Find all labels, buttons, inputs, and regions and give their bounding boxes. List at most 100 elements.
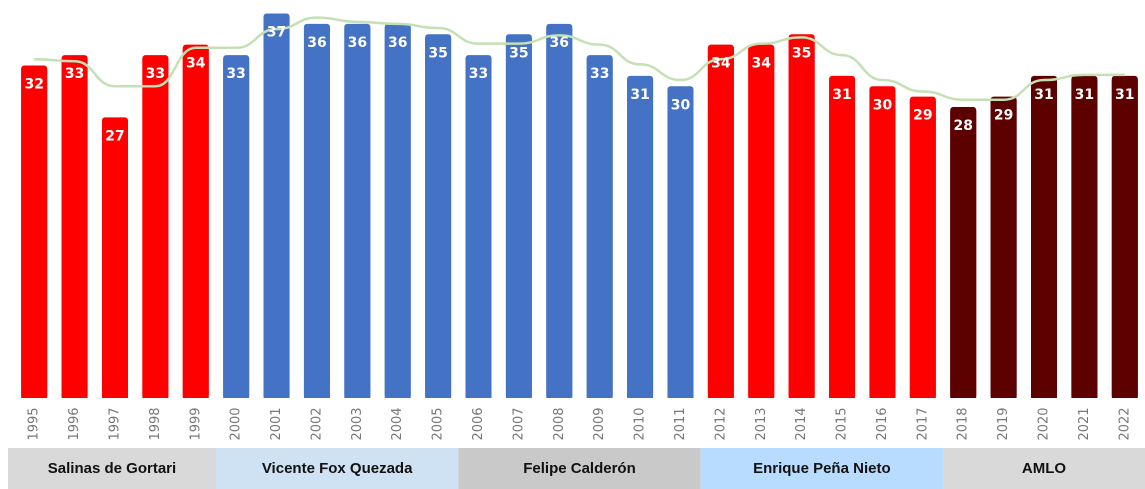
value-label: 29 [913,108,932,124]
year-group: 2001 [269,407,284,440]
bar-base [465,59,492,399]
value-label: 36 [307,35,326,51]
year-group: 2003 [350,407,365,440]
year-group: 2013 [754,407,769,440]
bar-base [748,48,775,398]
x-tick-label: 2005 [431,407,446,440]
x-tick-label: 1995 [27,407,42,440]
value-label: 33 [469,66,488,82]
year-group: 1995 [27,407,42,440]
x-tick-label: 2008 [552,407,567,440]
bar-base [61,59,88,399]
x-tick-label: 2016 [875,407,890,440]
bar-base [950,111,977,399]
year-group: 2007 [511,407,526,440]
bar-base [990,100,1017,398]
value-label: 29 [994,108,1013,124]
year-group: 2008 [552,407,567,440]
x-tick-label: 2022 [1117,407,1132,440]
value-label: 36 [550,35,569,51]
year-group: 2004 [390,407,405,440]
value-label: 31 [630,87,649,103]
year-group: 2018 [956,407,971,440]
year-group: 2015 [835,407,850,440]
year-group: 2021 [1077,407,1092,440]
bar-base [707,48,734,398]
year-group: 2016 [875,407,890,440]
bar-base [21,69,48,399]
x-tick-label: 2015 [835,407,850,440]
year-group: 2002 [309,407,324,440]
year-group: 2005 [431,407,446,440]
x-tick-label: 2021 [1077,407,1092,440]
x-tick-label: 2007 [511,407,526,440]
value-label: 33 [590,66,609,82]
value-label: 27 [105,128,124,144]
value-label: 34 [711,56,731,72]
bar-base [1031,79,1058,398]
year-group: 2017 [915,407,930,440]
bar-base [182,48,209,398]
bar-base [263,17,290,399]
period-label: AMLO [1022,460,1066,477]
year-group: 2014 [794,407,809,440]
bar-base [1071,79,1098,398]
bar-base [1111,79,1138,398]
x-tick-label: 2012 [713,407,728,440]
value-label: 34 [186,56,206,72]
bar-base [303,27,330,398]
bar-base [223,59,250,399]
value-label: 31 [832,87,851,103]
bar-base [384,27,411,398]
year-group: 2022 [1117,407,1132,440]
bar-base [869,90,896,398]
period-band [943,448,1145,489]
x-tick-label: 1998 [148,407,163,440]
x-tick-label: 2011 [673,407,688,440]
year-group: 2010 [633,407,648,440]
x-tick-label: 2000 [229,407,244,440]
bar-base [344,27,371,398]
x-tick-label: 1997 [107,407,122,440]
bar-base [667,90,694,398]
year-group: 2020 [1037,407,1052,440]
period-label: Salinas de Gortari [48,460,176,477]
period-label: Felipe Calderón [523,460,636,477]
value-label: 30 [671,97,691,113]
bar-base [546,27,573,398]
x-tick-label: 2020 [1037,407,1052,440]
bar-base [829,79,856,398]
bar-base [142,59,169,399]
year-group: 2006 [471,407,486,440]
year-group: 2019 [996,407,1011,440]
x-tick-label: 1996 [67,407,82,440]
x-tick-label: 2004 [390,407,405,440]
trend-line [34,16,1125,102]
period-band [458,448,701,489]
bar-base [909,100,936,398]
x-tick-label: 2010 [633,407,648,440]
year-group: 2000 [229,407,244,440]
bar-base [505,38,532,399]
year-group: 1996 [67,407,82,440]
period-band [215,448,459,489]
x-tick-label: 2019 [996,407,1011,440]
value-label: 37 [267,25,286,41]
x-tick-label: 2003 [350,407,365,440]
x-tick-label: 2014 [794,407,809,440]
value-label: 31 [1115,87,1134,103]
x-tick-label: 2006 [471,407,486,440]
value-label: 35 [428,45,447,61]
bar-base [627,79,654,398]
bar-base [425,38,452,399]
value-label: 31 [1034,87,1053,103]
year-group: 1999 [188,407,203,440]
value-label: 36 [348,35,367,51]
bar-base [586,59,613,399]
x-tick-label: 2017 [915,407,930,440]
bar-base [788,38,815,399]
x-tick-label: 2002 [309,407,324,440]
value-label: 34 [752,56,772,72]
x-tick-label: 2013 [754,407,769,440]
year-group: 2011 [673,407,688,440]
